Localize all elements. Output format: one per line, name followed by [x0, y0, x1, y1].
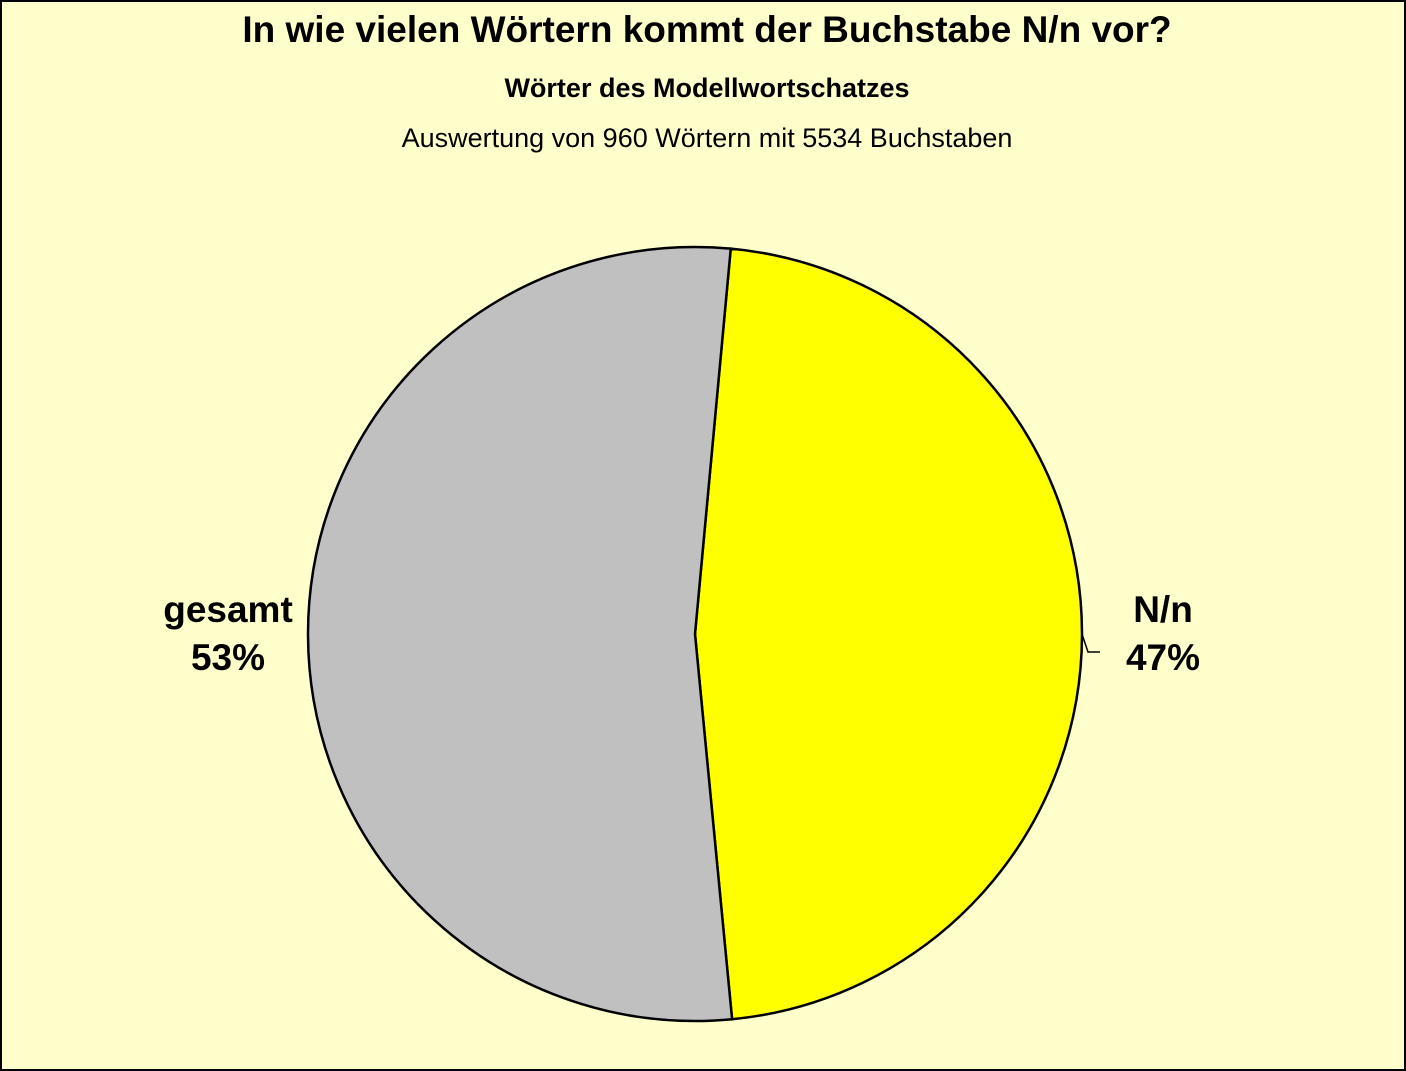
value-label: 53%	[191, 637, 265, 678]
chart-subtitle: Wörter des Modellwortschatzes	[504, 73, 909, 103]
pie-slice	[306, 245, 734, 1023]
slice-label: gesamt	[163, 589, 293, 630]
slice-label: N/n	[1133, 589, 1193, 630]
chart-title: In wie vielen Wörtern kommt der Buchstab…	[242, 9, 1171, 50]
chart-note: Auswertung von 960 Wörtern mit 5534 Buch…	[402, 123, 1013, 153]
leader-line	[1081, 633, 1100, 653]
value-label: 47%	[1126, 637, 1200, 678]
pie-slice	[693, 247, 1084, 1021]
